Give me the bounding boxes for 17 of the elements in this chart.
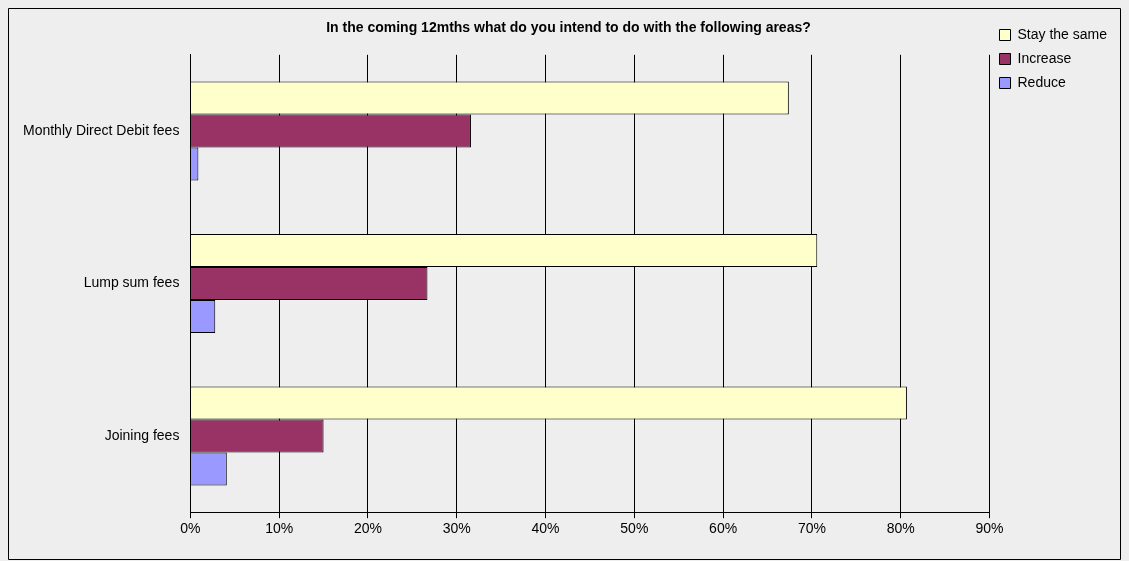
x-tick-label: 20% [353, 520, 382, 537]
x-tick-label: 10% [265, 520, 294, 537]
x-tick-label: 70% [797, 520, 826, 537]
y-tick-label: Lump sum fees [83, 274, 180, 291]
x-tick-label: 40% [531, 520, 560, 537]
y-tick-label: Joining fees [104, 426, 180, 443]
x-tick-label: 0% [180, 520, 201, 537]
legend-label: Reduce [1017, 73, 1066, 90]
legend-label: Increase [1017, 49, 1072, 66]
chart-title: In the coming 12mths what do you intend to do with the following areas? [326, 19, 811, 36]
x-tick-label: 50% [620, 520, 649, 537]
legend-label: Stay the same [1017, 25, 1108, 42]
y-tick-label: Monthly Direct Debit fees [22, 121, 180, 138]
x-tick-label: 80% [886, 520, 915, 537]
x-tick-label: 90% [975, 520, 1004, 537]
x-tick-label: 60% [709, 520, 738, 537]
x-tick-label: 30% [442, 520, 471, 537]
